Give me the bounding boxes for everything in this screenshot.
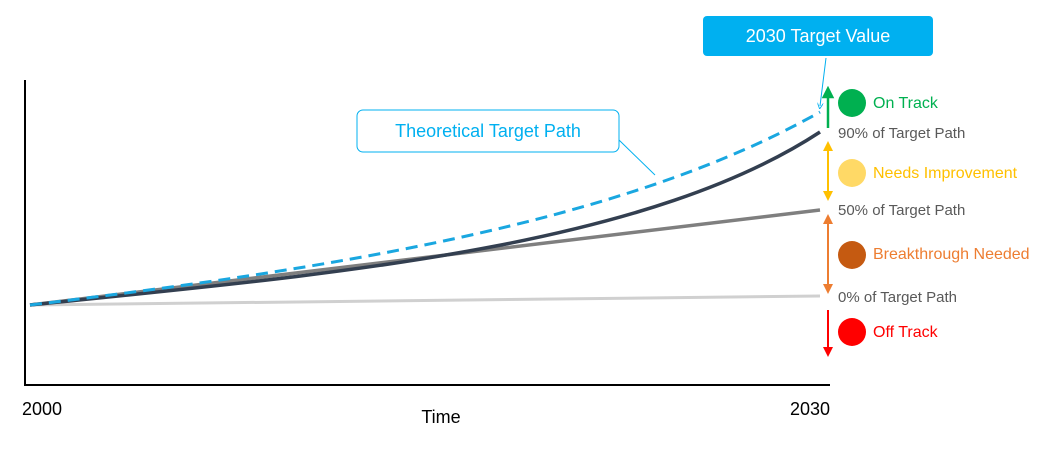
callout-box	[703, 16, 933, 56]
x-axis-title: Time	[421, 407, 460, 427]
callout-box	[356, 109, 620, 153]
path-label: 90% of Target Path	[838, 125, 965, 142]
status-label: On Track	[873, 95, 939, 112]
path-label: 50% of Target Path	[838, 202, 965, 219]
axes	[24, 80, 830, 386]
path-label: 0% of Target Path	[838, 289, 957, 306]
callout-pointer	[618, 139, 656, 176]
status-label: Needs Improvement	[873, 165, 1018, 182]
status-label: Off Track	[873, 324, 939, 341]
status-dot	[838, 159, 866, 187]
path-0	[29, 294, 821, 307]
status-dot	[838, 89, 866, 117]
callout-pointer	[820, 57, 827, 106]
callout-text: Theoretical Target Path	[395, 121, 581, 141]
x-end-label: 2030	[790, 399, 830, 419]
status-dot	[838, 318, 866, 346]
x-start-label: 2000	[22, 399, 62, 419]
path-90	[29, 130, 821, 307]
status-dot	[838, 241, 866, 269]
status-label: Breakthrough Needed	[873, 246, 1030, 263]
callout-text: 2030 Target Value	[746, 26, 890, 46]
